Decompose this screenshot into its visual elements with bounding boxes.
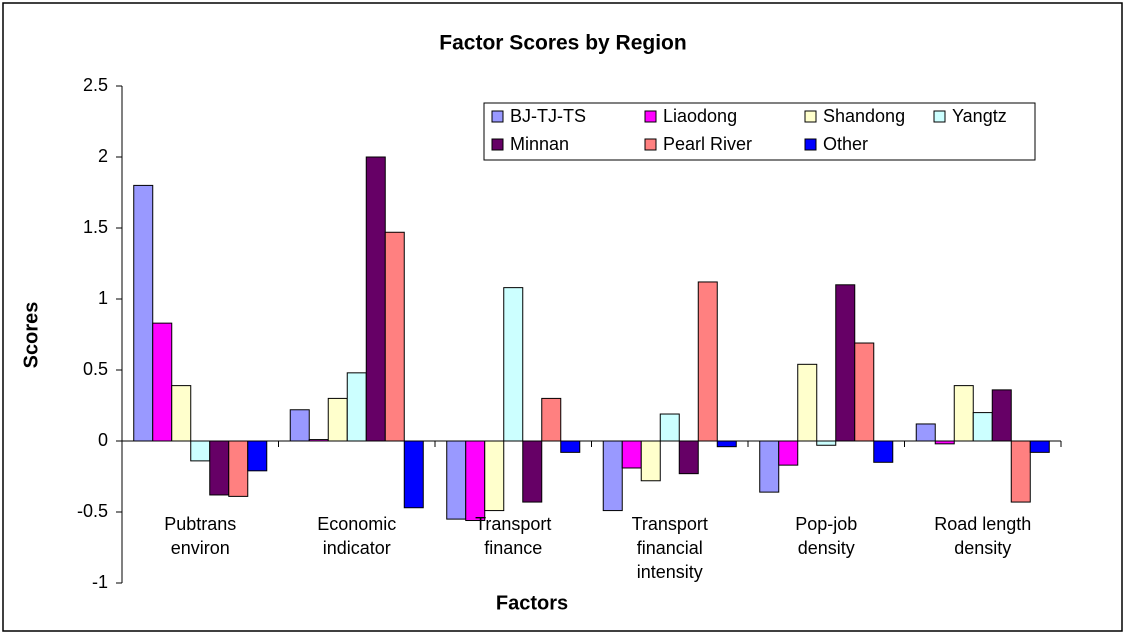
bar (873, 440, 894, 463)
legend-swatch (491, 138, 504, 151)
bar (972, 412, 993, 442)
y-tick-label: 0 (98, 430, 108, 450)
bar (953, 385, 974, 442)
bar (560, 440, 581, 453)
bar (365, 156, 386, 442)
bar (171, 385, 192, 442)
y-tick-label: 0.5 (83, 359, 108, 379)
legend-swatch (644, 138, 657, 151)
bar (465, 440, 486, 522)
x-tick-label: Road length density (934, 514, 1031, 558)
bar (247, 440, 268, 472)
bar (209, 440, 230, 496)
bar (190, 440, 211, 462)
legend-swatch (933, 110, 946, 123)
x-tick-label: Transport financial intensity (632, 514, 708, 582)
bar (446, 440, 467, 520)
legend-label: Other (823, 134, 868, 154)
y-tick-label: -1 (92, 572, 108, 592)
bar (1029, 440, 1050, 453)
bar (522, 440, 543, 503)
legend-swatch (804, 110, 817, 123)
y-tick-label: 1 (98, 288, 108, 308)
bar (797, 363, 818, 442)
x-tick-label: Pubtrans environ (164, 514, 236, 558)
bar (915, 423, 936, 442)
chart-title: Factor Scores by Region (439, 32, 686, 55)
bar (327, 397, 348, 442)
bar (659, 413, 680, 442)
bar (816, 440, 837, 446)
bar (289, 409, 310, 442)
bar (484, 440, 505, 512)
bar (716, 440, 737, 448)
legend-swatch (491, 110, 504, 123)
x-tick-label: Economic indicator (317, 514, 396, 558)
x-tick-label: Pop-job density (795, 514, 857, 558)
x-axis-title: Factors (496, 592, 568, 614)
legend-label: Yangtz (952, 106, 1007, 126)
y-axis-title: Scores (20, 302, 42, 369)
legend-label: Minnan (510, 134, 569, 154)
y-tick-label: 1.5 (83, 217, 108, 237)
bar (541, 397, 562, 442)
y-tick-label: -0.5 (77, 501, 108, 521)
bar (152, 322, 173, 442)
legend-swatch (804, 138, 817, 151)
bar (759, 440, 780, 493)
bar (640, 440, 661, 482)
bar (403, 440, 424, 509)
legend-label: Shandong (823, 106, 905, 126)
legend-swatch (644, 110, 657, 123)
x-tick-label: Transport finance (475, 514, 551, 558)
bar (133, 184, 154, 442)
bar (854, 342, 875, 442)
bar (835, 284, 856, 442)
y-tick-label: 2 (98, 146, 108, 166)
legend-label: Pearl River (663, 134, 752, 154)
bar (1010, 440, 1031, 503)
legend-label: Liaodong (663, 106, 737, 126)
bar (384, 231, 405, 442)
bar (991, 389, 1012, 442)
legend-label: BJ-TJ-TS (510, 106, 586, 126)
bar (697, 281, 718, 442)
bar (602, 440, 623, 512)
bar (678, 440, 699, 475)
bar (346, 372, 367, 442)
bar (621, 440, 642, 469)
bar (228, 440, 249, 497)
bar (503, 287, 524, 442)
y-tick-label: 2.5 (83, 75, 108, 95)
bar (778, 440, 799, 466)
